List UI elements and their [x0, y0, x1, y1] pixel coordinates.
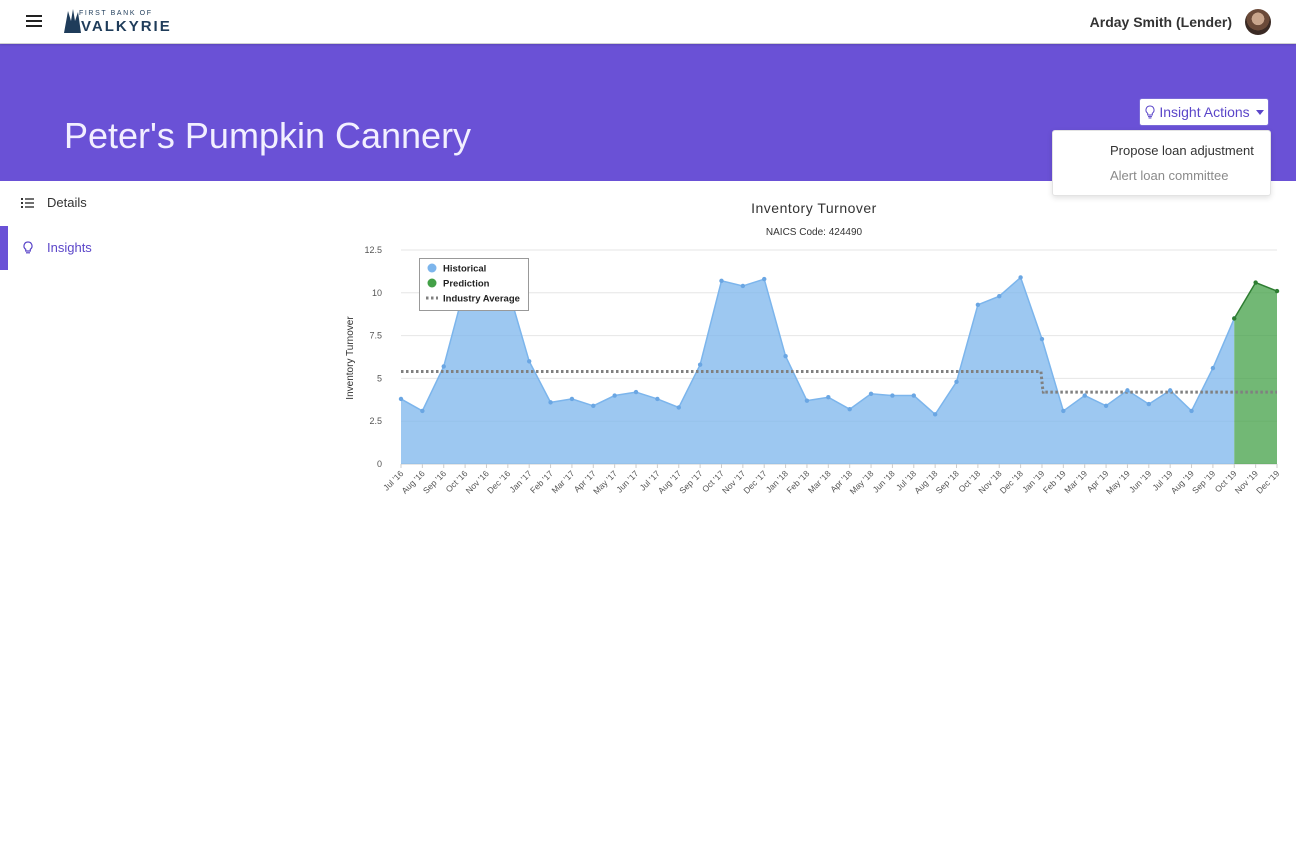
prediction-point — [1274, 288, 1280, 294]
caret-down-icon — [1255, 109, 1264, 115]
x-tick-label: Mar '18 — [806, 468, 833, 495]
historical-point — [697, 362, 703, 367]
sidebar-item-insights[interactable]: Insights — [0, 226, 300, 270]
y-tick-label: 0 — [377, 459, 382, 469]
x-tick-label: Dec '17 — [741, 468, 768, 495]
wing-logo-icon — [64, 9, 81, 33]
historical-point — [1167, 388, 1173, 393]
historical-point — [762, 276, 767, 282]
historical-point — [591, 403, 596, 408]
historical-point — [868, 391, 874, 397]
historical-point — [676, 405, 681, 410]
x-tick-label: Jun '18 — [871, 468, 897, 494]
y-tick-label: 2.5 — [369, 416, 382, 426]
logo-small-text: FIRST BANK OF — [79, 10, 153, 17]
prediction-area — [1234, 282, 1277, 464]
page-title: Peter's Pumpkin Cannery — [64, 115, 472, 157]
x-tick-label: Sep '18 — [934, 468, 961, 495]
lightbulb-icon — [1145, 105, 1155, 119]
historical-point — [890, 393, 895, 398]
historical-point — [1189, 408, 1194, 414]
historical-point — [719, 278, 724, 284]
x-tick-label: May '19 — [1104, 468, 1132, 496]
legend-marker — [427, 263, 437, 273]
historical-point — [1061, 408, 1066, 414]
historical-area — [401, 277, 1235, 464]
insight-actions-button[interactable]: Insight Actions — [1139, 98, 1269, 126]
inventory-turnover-chart: Inventory Turnover NAICS Code: 424490 In… — [345, 200, 1282, 496]
insight-actions-label: Insight Actions — [1159, 104, 1250, 120]
historical-point — [997, 294, 1002, 299]
top-bar: FIRST BANK OF VALKYRIE Arday Smith (Lend… — [0, 0, 1296, 44]
avatar[interactable] — [1245, 9, 1271, 35]
historical-point — [1018, 275, 1023, 280]
x-tick-label: Dec '18 — [998, 468, 1025, 495]
active-indicator — [0, 226, 8, 270]
y-tick-label: 10 — [372, 288, 382, 298]
y-axis-label: Inventory Turnover — [345, 316, 356, 400]
historical-point — [911, 393, 916, 398]
sidebar-item-details[interactable]: Details — [0, 181, 300, 225]
x-tick-label: Jun '19 — [1127, 468, 1153, 494]
legend-entry: Prediction — [443, 279, 490, 290]
historical-point — [526, 359, 532, 364]
logo-big-text: VALKYRIE — [81, 18, 172, 35]
historical-point — [398, 396, 404, 402]
historical-point — [804, 398, 810, 403]
historical-point — [655, 396, 660, 402]
lightbulb-icon — [23, 241, 33, 254]
insight-actions-menu: Propose loan adjustment Alert loan commi… — [1052, 130, 1271, 196]
y-tick-label: 7.5 — [369, 331, 382, 341]
x-tick-label: May '18 — [848, 468, 876, 496]
x-tick-label: Jun '17 — [614, 468, 640, 494]
x-tick-label: Dec '16 — [485, 468, 512, 495]
user-name[interactable]: Arday Smith (Lender) — [1089, 14, 1232, 30]
sidebar-item-label: Details — [47, 195, 87, 210]
list-icon — [21, 198, 34, 208]
x-tick-label: Sep '17 — [677, 468, 704, 495]
historical-point — [932, 412, 938, 417]
historical-point — [740, 283, 746, 289]
legend-entry: Industry Average — [443, 294, 520, 305]
historical-point — [1146, 401, 1152, 407]
prediction-point — [1232, 316, 1237, 321]
historical-point — [1082, 393, 1087, 398]
historical-line — [400, 276, 1235, 416]
y-tick-label: 12.5 — [364, 245, 382, 255]
historical-point — [954, 379, 959, 385]
x-tick-label: Mar '17 — [549, 468, 576, 495]
menu-item-alert-loan-committee[interactable]: Alert loan committee — [1110, 168, 1229, 183]
historical-point — [1103, 403, 1109, 408]
historical-point — [633, 389, 639, 395]
historical-point — [1125, 388, 1130, 393]
historical-point — [847, 407, 852, 412]
chart-title: Inventory Turnover — [751, 200, 877, 216]
historical-point — [441, 364, 446, 369]
x-tick-label: Sep '16 — [421, 468, 448, 495]
legend-marker — [427, 278, 437, 288]
legend-entry: Historical — [443, 264, 486, 275]
historical-point — [783, 353, 788, 359]
historical-point — [1039, 336, 1045, 342]
prediction-point — [1253, 280, 1258, 285]
menu-item-propose-loan-adjustment[interactable]: Propose loan adjustment — [1110, 143, 1254, 158]
y-tick-label: 5 — [377, 373, 382, 383]
historical-point — [420, 408, 425, 414]
historical-point — [826, 395, 831, 400]
historical-point — [569, 396, 575, 402]
chart-subtitle: NAICS Code: 424490 — [766, 227, 863, 238]
x-tick-label: Dec '19 — [1254, 468, 1281, 495]
x-tick-label: May '17 — [591, 468, 619, 496]
x-tick-label: Mar '19 — [1062, 468, 1089, 495]
historical-point — [548, 400, 553, 405]
legend-box — [419, 258, 529, 311]
historical-point — [975, 302, 981, 307]
historical-point — [612, 393, 617, 398]
historical-point — [1210, 365, 1216, 371]
hamburger-icon[interactable] — [26, 15, 42, 29]
x-tick-label: Sep '19 — [1190, 468, 1217, 495]
sidebar-item-label: Insights — [47, 240, 92, 255]
